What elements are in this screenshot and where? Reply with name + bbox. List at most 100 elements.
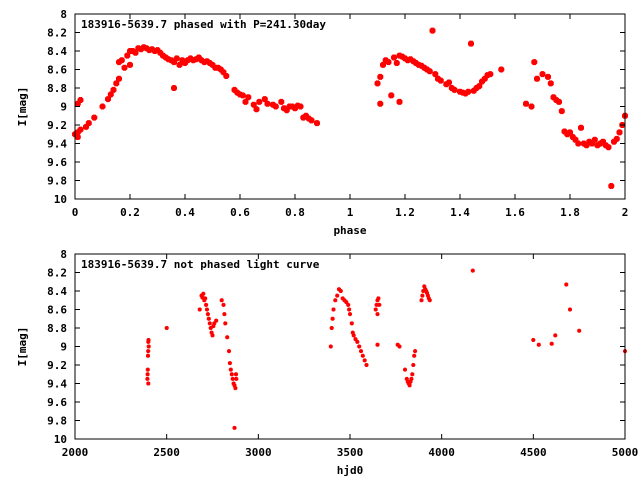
phased-y-axis-label: I[mag]	[16, 87, 29, 127]
data-point	[118, 57, 125, 64]
data-point	[207, 321, 212, 326]
data-point	[206, 316, 211, 321]
data-point	[412, 353, 417, 358]
data-point	[205, 312, 210, 317]
data-point	[375, 342, 380, 347]
y-tick-label: 8	[60, 8, 67, 21]
x-tick-label: 0.2	[120, 206, 140, 219]
data-point	[99, 103, 106, 110]
data-point	[145, 376, 150, 381]
phased-plot-frame	[74, 13, 626, 200]
y-tick-label: 9.8	[47, 175, 67, 188]
data-point	[308, 117, 315, 124]
x-tick-label: 1.4	[450, 206, 470, 219]
data-point	[171, 85, 177, 91]
data-point	[608, 183, 615, 189]
y-tick-label: 9.2	[47, 119, 67, 132]
data-point	[227, 349, 231, 354]
y-tick-label: 8.4	[47, 285, 67, 298]
data-point	[426, 68, 433, 75]
data-point	[410, 372, 415, 377]
data-point	[364, 363, 369, 367]
data-point	[132, 49, 139, 56]
data-point	[225, 335, 230, 340]
data-point	[221, 302, 226, 307]
data-point	[498, 66, 505, 73]
data-point	[204, 302, 209, 307]
data-point	[227, 361, 232, 366]
data-point	[591, 136, 598, 143]
data-point	[219, 298, 224, 303]
data-point	[349, 321, 354, 326]
data-point	[396, 98, 403, 105]
data-point	[91, 114, 98, 121]
y-tick-label: 9.4	[47, 378, 67, 391]
data-point	[228, 367, 233, 372]
data-point	[476, 83, 483, 90]
unphased-y-axis-label: I[mag]	[16, 327, 29, 367]
x-tick-label: 0.8	[285, 206, 305, 219]
data-point	[375, 312, 380, 317]
data-point	[77, 97, 84, 103]
data-point	[272, 103, 279, 110]
unphased-plot-title: 183916-5639.7 not phased light curve	[81, 258, 320, 271]
data-point	[223, 321, 228, 326]
data-point	[234, 376, 239, 381]
data-point	[536, 342, 541, 347]
phased-y-ticks: 8 8.2 8.4 8.6 8.8 9 9.2 9.4 9.6 9.8 10	[47, 8, 625, 206]
data-point	[377, 73, 384, 80]
data-point	[346, 302, 351, 307]
data-point	[261, 96, 268, 103]
data-point	[205, 307, 209, 312]
y-tick-label: 8.6	[47, 64, 67, 77]
y-tick-label: 9.4	[47, 138, 67, 151]
x-tick-label: 0	[72, 206, 79, 219]
data-point	[362, 358, 367, 363]
data-point	[411, 363, 416, 367]
data-point	[575, 140, 582, 147]
data-point	[173, 55, 180, 62]
data-point	[374, 80, 381, 87]
data-point	[385, 59, 392, 66]
data-point	[222, 312, 227, 317]
data-point	[545, 73, 551, 80]
data-point	[348, 312, 352, 317]
data-point	[567, 129, 573, 136]
data-point	[253, 106, 260, 113]
data-point	[359, 349, 363, 354]
data-point	[531, 338, 536, 342]
x-tick-label: 4000	[428, 446, 455, 459]
data-point	[230, 376, 235, 381]
y-tick-label: 9	[60, 341, 67, 354]
data-point	[355, 339, 360, 344]
y-tick-label: 8	[60, 248, 67, 261]
data-point	[451, 86, 458, 93]
data-point	[214, 318, 219, 323]
data-point	[239, 92, 246, 99]
data-point	[233, 386, 238, 391]
data-point	[568, 307, 572, 312]
phased-x-axis-label: phase	[333, 224, 366, 237]
data-point	[232, 425, 237, 430]
data-point	[256, 98, 263, 105]
data-point	[616, 129, 623, 136]
data-point	[539, 71, 546, 78]
data-point	[427, 298, 432, 303]
x-tick-label: 0.6	[230, 206, 250, 219]
data-point	[403, 367, 407, 372]
data-point	[121, 64, 128, 71]
y-tick-label: 9.2	[47, 359, 67, 372]
data-point	[203, 296, 208, 301]
data-point	[146, 381, 151, 386]
phased-plot-title: 183916-5639.7 phased with P=241.30day	[81, 18, 326, 31]
data-point	[331, 307, 336, 312]
x-tick-label: 1.2	[395, 206, 415, 219]
data-point	[528, 103, 535, 110]
data-point	[391, 54, 397, 61]
data-point	[223, 73, 230, 79]
y-tick-label: 8.6	[47, 304, 67, 317]
data-point	[376, 296, 381, 301]
data-point	[413, 349, 418, 354]
data-point	[487, 71, 494, 78]
